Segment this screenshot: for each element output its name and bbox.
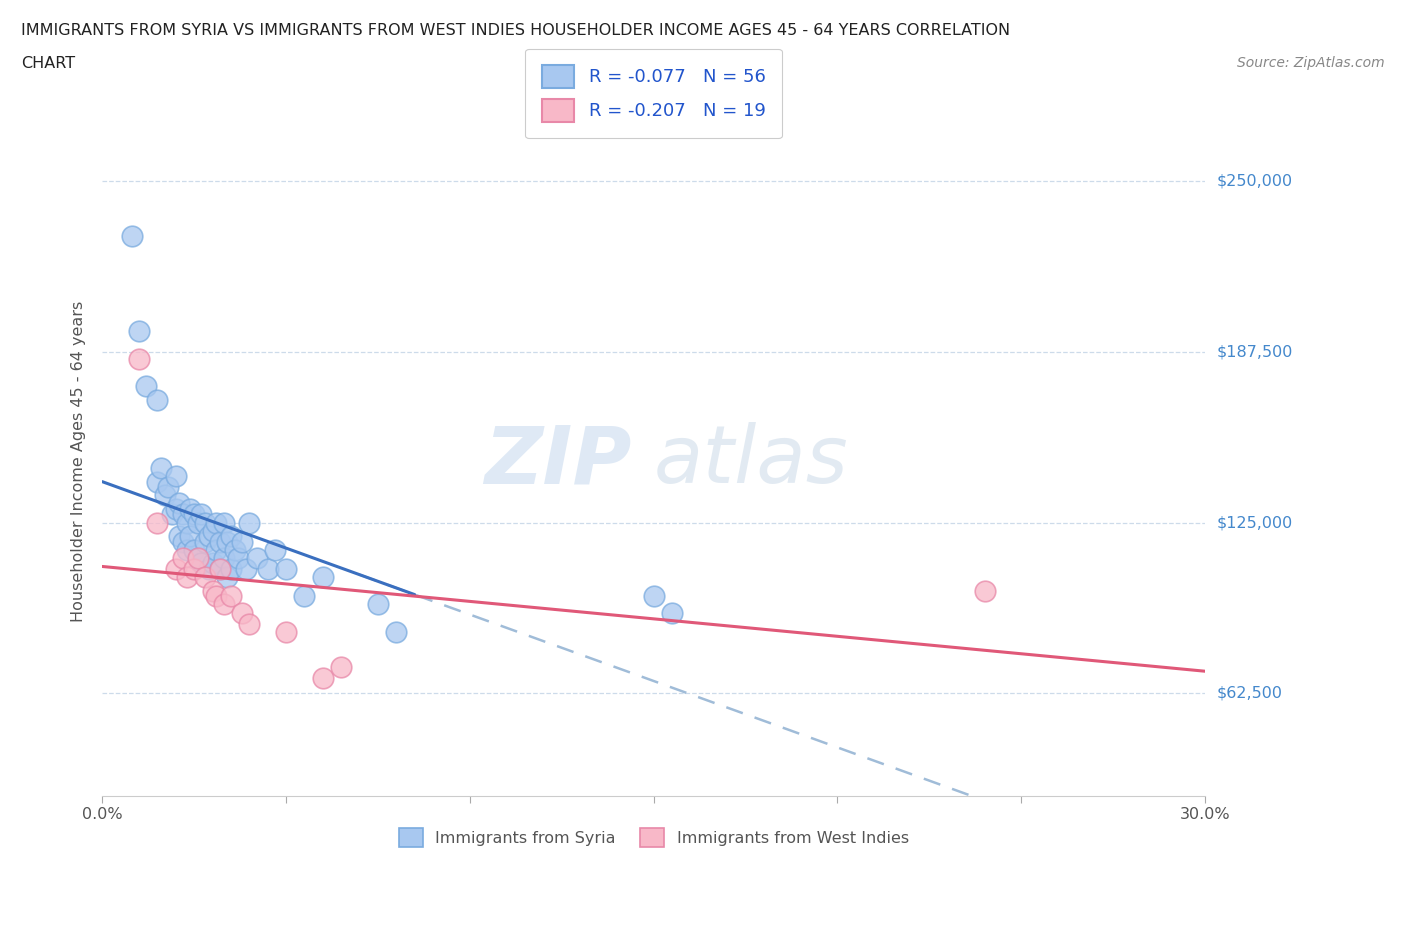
- Point: [190, 556, 212, 571]
- Point: [330, 659, 353, 674]
- Point: [294, 589, 316, 604]
- Point: [176, 542, 198, 557]
- Point: [201, 524, 224, 538]
- Legend: Immigrants from Syria, Immigrants from West Indies: Immigrants from Syria, Immigrants from W…: [391, 820, 917, 855]
- Point: [179, 529, 201, 544]
- Point: [224, 542, 246, 557]
- Point: [146, 515, 169, 530]
- Point: [661, 605, 683, 620]
- Text: $187,500: $187,500: [1216, 344, 1292, 359]
- Point: [274, 624, 297, 639]
- Text: $62,500: $62,500: [1216, 685, 1282, 700]
- Point: [201, 556, 224, 571]
- Point: [187, 515, 209, 530]
- Point: [385, 624, 408, 639]
- Point: [205, 542, 228, 557]
- Point: [212, 597, 235, 612]
- Point: [312, 671, 335, 685]
- Point: [219, 589, 242, 604]
- Point: [212, 515, 235, 530]
- Text: CHART: CHART: [21, 56, 75, 71]
- Text: Source: ZipAtlas.com: Source: ZipAtlas.com: [1237, 56, 1385, 70]
- Point: [238, 515, 260, 530]
- Point: [165, 469, 187, 484]
- Point: [217, 534, 239, 549]
- Point: [121, 229, 143, 244]
- Point: [205, 515, 228, 530]
- Point: [187, 551, 209, 565]
- Point: [201, 583, 224, 598]
- Text: $250,000: $250,000: [1216, 174, 1292, 189]
- Point: [367, 597, 389, 612]
- Point: [194, 570, 217, 585]
- Point: [208, 562, 231, 577]
- Point: [194, 515, 217, 530]
- Point: [238, 616, 260, 631]
- Point: [153, 487, 176, 502]
- Point: [150, 460, 173, 475]
- Point: [643, 589, 665, 604]
- Point: [198, 529, 221, 544]
- Point: [219, 562, 242, 577]
- Point: [157, 480, 180, 495]
- Point: [274, 562, 297, 577]
- Point: [190, 507, 212, 522]
- Point: [128, 324, 150, 339]
- Point: [208, 562, 231, 577]
- Point: [231, 605, 253, 620]
- Text: $125,000: $125,000: [1216, 515, 1292, 530]
- Point: [172, 551, 194, 565]
- Point: [128, 352, 150, 366]
- Point: [176, 570, 198, 585]
- Point: [172, 534, 194, 549]
- Point: [194, 534, 217, 549]
- Point: [172, 507, 194, 522]
- Point: [135, 379, 157, 393]
- Y-axis label: Householder Income Ages 45 - 64 years: Householder Income Ages 45 - 64 years: [72, 300, 86, 622]
- Point: [165, 562, 187, 577]
- Point: [208, 534, 231, 549]
- Point: [183, 562, 205, 577]
- Point: [231, 534, 253, 549]
- Point: [264, 542, 287, 557]
- Point: [146, 392, 169, 407]
- Point: [219, 529, 242, 544]
- Point: [973, 583, 995, 598]
- Point: [160, 507, 183, 522]
- Point: [183, 542, 205, 557]
- Point: [165, 501, 187, 516]
- Text: ZIP: ZIP: [484, 422, 631, 500]
- Point: [183, 507, 205, 522]
- Point: [312, 570, 335, 585]
- Point: [176, 515, 198, 530]
- Point: [169, 529, 191, 544]
- Point: [217, 570, 239, 585]
- Point: [179, 501, 201, 516]
- Point: [205, 589, 228, 604]
- Text: atlas: atlas: [654, 422, 848, 500]
- Point: [226, 551, 249, 565]
- Point: [187, 551, 209, 565]
- Point: [235, 562, 257, 577]
- Point: [169, 496, 191, 511]
- Point: [256, 562, 278, 577]
- Point: [198, 562, 221, 577]
- Point: [246, 551, 269, 565]
- Point: [212, 551, 235, 565]
- Text: IMMIGRANTS FROM SYRIA VS IMMIGRANTS FROM WEST INDIES HOUSEHOLDER INCOME AGES 45 : IMMIGRANTS FROM SYRIA VS IMMIGRANTS FROM…: [21, 23, 1011, 38]
- Point: [146, 474, 169, 489]
